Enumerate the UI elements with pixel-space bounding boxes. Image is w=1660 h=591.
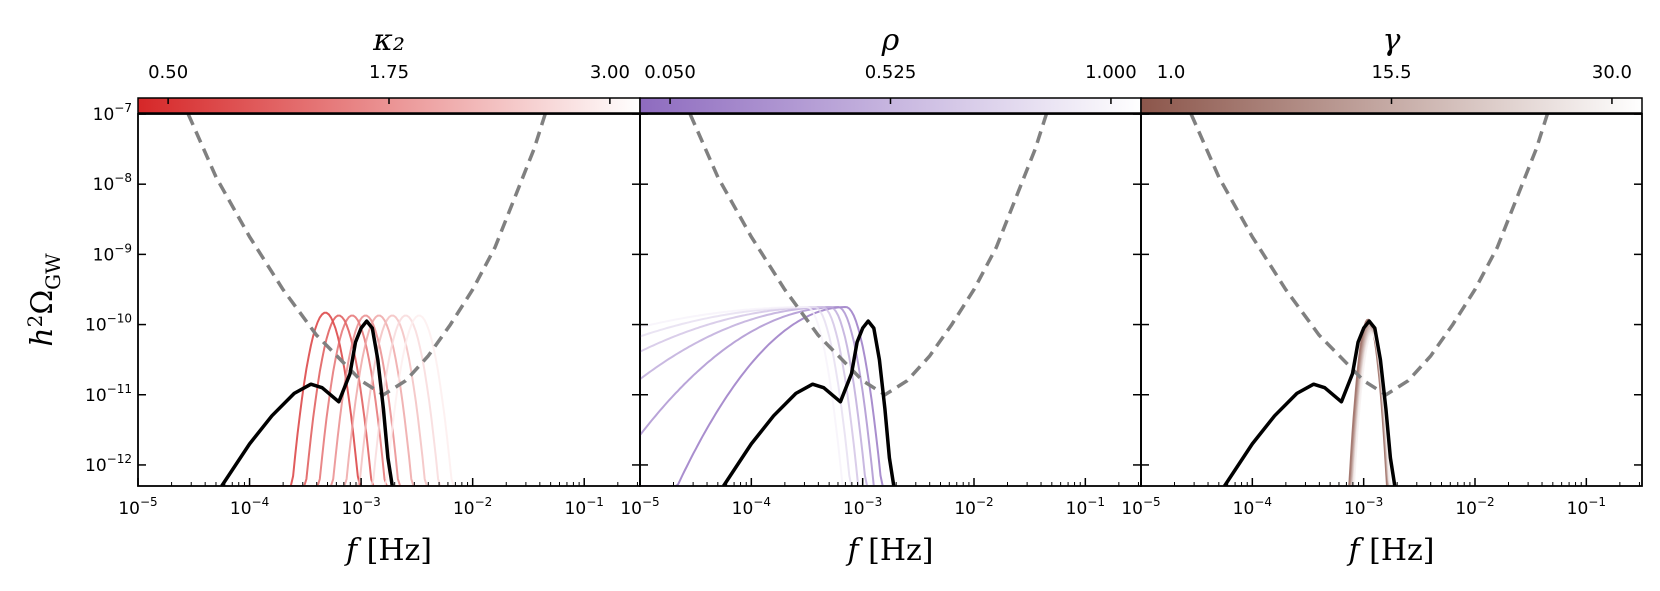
x-tick-label: 10−4 (1233, 495, 1272, 519)
x-axis-label: f [Hz] (1346, 533, 1434, 568)
y-tick-label: 10−7 (93, 101, 132, 125)
colorbar-tick-label: 15.5 (1371, 62, 1411, 83)
variant-curve (335, 314, 481, 486)
x-tick-label: 10−5 (620, 495, 659, 519)
colorbar-tick-label: 3.00 (590, 62, 630, 83)
variant-curve (268, 314, 414, 486)
benchmark-curve (1223, 319, 1397, 486)
colorbar-tick-label: 0.050 (644, 62, 696, 83)
variant-curve (1331, 329, 1405, 486)
colorbar-tick-label: 1.0 (1157, 62, 1186, 83)
x-tick-label: 10−1 (565, 495, 604, 519)
x-tick-label: 10−2 (954, 495, 993, 519)
variant-curve (295, 314, 441, 486)
y-tick-label: 10−9 (93, 241, 132, 265)
x-tick-label: 10−3 (341, 495, 380, 519)
benchmark-curve (722, 319, 896, 486)
x-tick-label: 10−1 (1567, 495, 1606, 519)
x-tick-label: 10−2 (453, 495, 492, 519)
colorbar-tick-label: 1.000 (1085, 62, 1137, 83)
x-tick-label: 10−5 (118, 495, 157, 519)
colorbar-title: κ₂ (372, 23, 405, 58)
colorbar-title: ρ (881, 23, 900, 58)
variant-curve (255, 314, 401, 486)
variant-curve (640, 306, 890, 486)
sensitivity-curve (186, 114, 547, 397)
variant-curve (1330, 324, 1404, 486)
colorbar-tick-label: 0.50 (148, 62, 188, 83)
variant-curve (1331, 326, 1404, 486)
variant-curve (640, 306, 890, 486)
main-curves (1189, 114, 1550, 486)
x-tick-label: 10−3 (843, 495, 882, 519)
x-tick-label: 10−4 (230, 495, 269, 519)
variant-curve (640, 305, 890, 486)
colorbar-tick-label: 1.75 (369, 62, 409, 83)
variant-curve (281, 314, 427, 486)
x-tick-label: 10−5 (1121, 495, 1160, 519)
y-tick-label: 10−10 (85, 312, 132, 336)
sensitivity-curve (688, 114, 1049, 397)
main-curves (186, 114, 547, 486)
panel-3: 1.0 15.5 30.0 γ 10−5 10−4 10−3 10−2 10−1 f [Hz] (1121, 23, 1643, 568)
variant-curve (322, 314, 468, 486)
x-tick-label: 10−3 (1344, 495, 1383, 519)
variant-curve (640, 306, 890, 486)
x-axis-label: f [Hz] (845, 533, 933, 568)
panel-1: 0.50 1.75 3.00 κ₂ 10−5 10−4 10−3 10−2 10−1 10−7 10… (85, 23, 641, 568)
x-tick-label: 10−1 (1066, 495, 1105, 519)
y-tick-label: 10−8 (93, 171, 132, 195)
y-tick-label: 10−12 (85, 452, 132, 476)
variant-curve (1332, 331, 1405, 486)
x-axis-label: f [Hz] (344, 533, 432, 568)
x-tick-label: 10−4 (732, 495, 771, 519)
y-tick-label: 10−11 (85, 382, 132, 406)
variant-curve (640, 306, 890, 486)
variant-curve (1333, 333, 1406, 486)
variant-curve (640, 306, 890, 486)
sensitivity-curve (1189, 114, 1550, 397)
x-tick-label: 10−2 (1455, 495, 1494, 519)
variant-curve (1330, 322, 1403, 486)
variant-curves (640, 305, 890, 486)
panel-2: 0.050 0.525 1.000 ρ 10−5 10−4 10−3 10−2 10−1 f [H… (620, 23, 1142, 568)
variant-curves (241, 311, 481, 486)
colorbar-tick-label: 0.525 (865, 62, 917, 83)
main-curves (688, 114, 1049, 486)
variant-curve (308, 314, 454, 486)
y-axis-label: h2ΩGW (23, 253, 65, 347)
colorbar-title: γ (1383, 23, 1401, 58)
colorbar-tick-label: 30.0 (1592, 62, 1632, 83)
benchmark-curve (220, 319, 395, 486)
plot-frame (1140, 113, 1643, 487)
